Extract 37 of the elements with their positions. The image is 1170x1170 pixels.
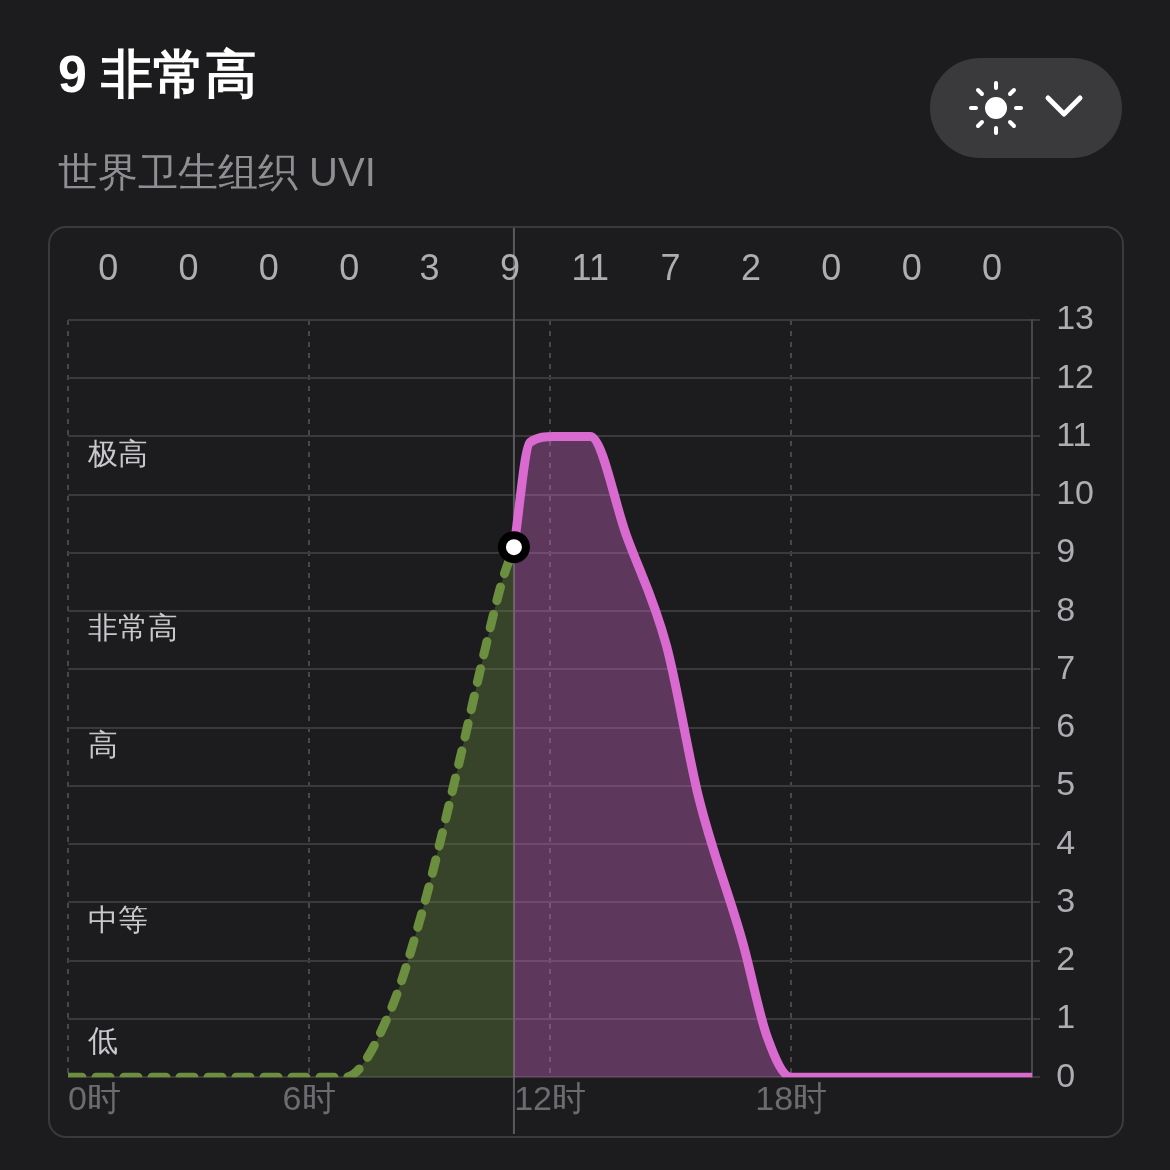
y-tick-label: 6 bbox=[1056, 706, 1076, 745]
text: 11 bbox=[571, 246, 609, 288]
text: 0 bbox=[821, 246, 842, 288]
y-tick-label: 12 bbox=[1056, 356, 1095, 395]
x-tick-label: 18时 bbox=[755, 1078, 828, 1117]
y-tick-label: 0 bbox=[1056, 1055, 1076, 1094]
text: 0 bbox=[258, 246, 279, 288]
text: 2 bbox=[740, 246, 761, 288]
chart-subtitle: 世界卫生组织 UVI bbox=[58, 149, 376, 196]
annotation: 非常高 bbox=[88, 610, 178, 646]
text: 7 bbox=[660, 246, 681, 288]
text: 3 bbox=[419, 246, 440, 288]
text: 0 bbox=[981, 246, 1003, 288]
x-tick-label: 12时 bbox=[514, 1078, 586, 1117]
y-tick-label: 5 bbox=[1056, 764, 1076, 803]
annotation: 中等 bbox=[88, 901, 148, 937]
text: 9 bbox=[499, 246, 520, 288]
y-tick-label: 13 bbox=[1056, 298, 1095, 337]
y-tick-label: 10 bbox=[1056, 473, 1095, 512]
text: 0 bbox=[339, 246, 360, 288]
y-tick-label: 3 bbox=[1056, 880, 1076, 919]
y-tick-label: 4 bbox=[1056, 822, 1076, 861]
text: 0 bbox=[901, 246, 922, 288]
x-tick-label: 0时 bbox=[68, 1078, 121, 1117]
annotation: 高 bbox=[88, 727, 118, 763]
text: 0 bbox=[178, 246, 199, 288]
x-tick-label: 6时 bbox=[282, 1078, 336, 1117]
text: 0 bbox=[98, 246, 119, 288]
y-tick-label: 2 bbox=[1056, 939, 1076, 978]
annotation: 极高 bbox=[87, 435, 148, 471]
y-tick-label: 8 bbox=[1056, 589, 1076, 628]
y-tick-label: 9 bbox=[1056, 531, 1076, 570]
y-tick-label: 11 bbox=[1056, 414, 1092, 453]
y-tick-label: 1 bbox=[1056, 997, 1076, 1036]
annotation: 低 bbox=[88, 1022, 118, 1058]
chart-title: 9 非常高 bbox=[58, 44, 258, 105]
y-tick-label: 7 bbox=[1056, 647, 1076, 686]
